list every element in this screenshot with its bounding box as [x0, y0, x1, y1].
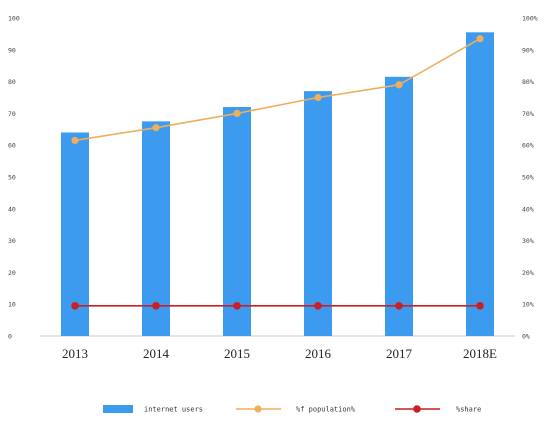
y-tick-label-right: 0%: [522, 333, 530, 341]
data-point: [476, 35, 484, 43]
y-tick-label-right: 50%: [522, 174, 534, 182]
data-point: [395, 81, 403, 89]
data-point: [314, 301, 322, 310]
y-tick-label-right: 10%: [522, 301, 534, 309]
y-tick-label-left: 0: [8, 333, 12, 341]
y-tick-label-left: 100: [8, 15, 20, 23]
data-point: [71, 301, 79, 310]
y-tick-label-left: 30: [8, 237, 16, 245]
data-point: [152, 301, 160, 310]
x-axis-ticks: 2013 2014 2015 2016 2017 2018E: [62, 346, 497, 361]
bar: [223, 107, 251, 336]
y-tick-label-left: 50: [8, 174, 16, 182]
x-tick-label: 2014: [143, 346, 170, 361]
y-tick-label-right: 30%: [522, 237, 534, 245]
data-point: [233, 109, 241, 117]
bar: [385, 76, 413, 336]
data-point: [152, 124, 160, 132]
data-point: [314, 93, 322, 102]
x-tick-label: 2013: [62, 346, 88, 361]
legend-swatch-marker: [413, 405, 421, 413]
y-tick-label-right: 100%: [522, 15, 538, 23]
bar-series: [61, 32, 494, 337]
y-tick-label-left: 90: [8, 46, 16, 54]
data-point: [233, 301, 241, 310]
y-tick-label-left: 60: [8, 142, 16, 150]
legend-label: %f population%: [296, 406, 356, 414]
y-tick-label-right: 20%: [522, 269, 534, 277]
legend-label: internet users: [144, 406, 203, 414]
bar: [466, 32, 494, 337]
x-tick-label: 2018E: [463, 346, 497, 361]
legend: internet users %f population% %share: [103, 405, 481, 414]
y-tick-label-left: 40: [8, 205, 16, 213]
y-tick-label-right: 70%: [522, 110, 534, 118]
y-tick-label-right: 90%: [522, 46, 534, 54]
legend-swatch-marker: [254, 405, 262, 413]
y-axis-left-ticks: 0 10 20 30 40 50 60 70 80 90 100: [8, 15, 20, 341]
x-tick-label: 2015: [224, 346, 250, 361]
x-tick-label: 2016: [305, 346, 332, 361]
legend-swatch-bar: [103, 405, 133, 413]
y-tick-label-left: 10: [8, 301, 16, 309]
legend-label: %share: [456, 406, 481, 414]
y-tick-label-right: 60%: [522, 142, 534, 150]
data-point: [395, 301, 403, 310]
y-tick-label-left: 20: [8, 269, 16, 277]
y-tick-label-left: 80: [8, 78, 16, 86]
x-tick-label: 2017: [386, 346, 413, 361]
data-point: [71, 136, 79, 145]
y-tick-label-left: 70: [8, 110, 16, 118]
series-line: [74, 37, 481, 142]
y-tick-label-right: 40%: [522, 205, 534, 213]
y-tick-label-right: 80%: [522, 78, 534, 86]
data-point: [476, 301, 484, 310]
y-axis-right-ticks: 0% 10% 20% 30% 40% 50% 60% 70% 80% 90% 100%: [522, 15, 538, 341]
line-series: [71, 35, 484, 310]
bar: [142, 121, 170, 336]
bar: [304, 91, 332, 336]
